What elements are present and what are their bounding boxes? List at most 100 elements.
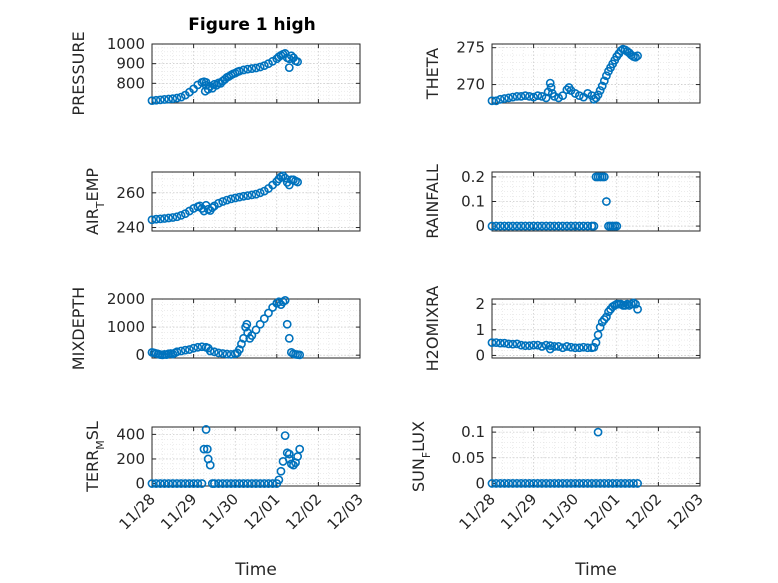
- data-point: [487, 221, 497, 231]
- data-point: [239, 479, 248, 488]
- data-point: [168, 213, 178, 222]
- data-point: [570, 343, 580, 353]
- axes-box: [491, 171, 701, 232]
- data-point: [234, 192, 244, 202]
- x-tick-label: 11/28: [116, 490, 159, 533]
- data-point: [591, 479, 601, 488]
- data-point: [282, 319, 292, 329]
- data-point: [176, 92, 186, 102]
- data-point: [205, 346, 215, 356]
- data-point: [602, 312, 611, 322]
- data-point: [230, 479, 240, 488]
- data-point: [533, 479, 543, 488]
- data-point: [209, 347, 219, 357]
- data-point: [284, 63, 294, 72]
- axes-box: [151, 43, 361, 104]
- y-tick-label: 0: [135, 346, 145, 364]
- data-point: [189, 343, 198, 353]
- y-tick-label: 200: [116, 450, 145, 468]
- plot-area: [151, 426, 361, 487]
- data-point: [587, 479, 597, 488]
- data-point: [562, 221, 572, 231]
- data-point: [495, 94, 505, 104]
- data-point: [631, 299, 640, 309]
- data-point: [247, 190, 257, 200]
- subplot-mixdepth: 0 1000 2000 MIXDEPTH: [69, 287, 361, 370]
- axes-box: [151, 298, 361, 359]
- data-point: [508, 339, 518, 349]
- y-tick-label: 2000: [107, 290, 145, 308]
- data-point: [243, 479, 253, 488]
- data-point: [147, 215, 157, 225]
- y-tick-label: 0.1: [461, 193, 485, 211]
- y-tick-label: 0: [475, 346, 485, 364]
- data-point: [529, 221, 538, 231]
- x-tick-label: 11/30: [199, 490, 242, 533]
- subplot-air_temp: 240 260 AIRTEMP: [83, 168, 361, 237]
- data-point: [629, 479, 638, 488]
- data-point: [558, 91, 568, 101]
- data-point: [251, 63, 261, 73]
- data-point: [537, 221, 547, 231]
- data-point: [168, 94, 178, 104]
- data-point: [537, 91, 547, 101]
- y-tick-label: 2: [475, 295, 485, 313]
- data-point: [525, 341, 534, 351]
- data-point: [284, 449, 294, 459]
- subplot-terr_msl: 0 200 400 TERRMSL 11/2811/2911/3012/0112/021…: [83, 421, 367, 580]
- data-point: [599, 76, 609, 86]
- data-point: [550, 479, 559, 488]
- data-point: [491, 221, 501, 231]
- data-point: [234, 66, 244, 76]
- data-point: [155, 214, 165, 224]
- data-point: [160, 95, 169, 104]
- data-point: [516, 91, 526, 101]
- data-point: [554, 342, 563, 351]
- data-point: [197, 479, 207, 488]
- data-point: [583, 479, 593, 488]
- data-point: [579, 221, 588, 231]
- x-tick-label: 11/30: [539, 490, 582, 533]
- data-point: [545, 479, 555, 488]
- y-axis-label: SUNFLUX: [409, 421, 433, 492]
- y-tick-label: 1000: [107, 318, 145, 336]
- data-point: [201, 77, 211, 87]
- data-point: [268, 479, 278, 488]
- data-point: [633, 51, 642, 61]
- data-point: [525, 221, 534, 231]
- y-axis-label: AIRTEMP: [83, 168, 107, 235]
- data-point: [242, 319, 252, 329]
- data-point: [633, 304, 642, 314]
- data-point: [599, 172, 609, 182]
- data-point: [193, 479, 203, 488]
- data-point: [533, 91, 543, 101]
- data-point: [155, 95, 165, 105]
- data-point: [284, 333, 294, 343]
- data-point: [155, 479, 165, 488]
- data-point: [201, 425, 211, 434]
- data-point: [589, 342, 599, 352]
- y-tick-label: 0: [135, 475, 145, 493]
- data-point: [574, 343, 584, 353]
- y-tick-label: 260: [116, 184, 145, 202]
- data-point: [583, 221, 593, 231]
- data-point: [593, 427, 603, 437]
- data-point: [259, 314, 269, 324]
- data-point: [550, 221, 559, 231]
- data-point: [566, 221, 576, 231]
- y-tick-label: 800: [116, 74, 145, 92]
- data-point: [160, 214, 169, 223]
- data-point: [218, 197, 228, 206]
- data-point: [222, 195, 232, 205]
- data-point: [558, 343, 568, 353]
- data-point: [226, 194, 236, 204]
- data-point: [280, 296, 290, 305]
- data-point: [583, 343, 593, 353]
- x-axis-label: Time: [574, 560, 617, 580]
- data-point: [176, 479, 186, 488]
- data-point: [295, 444, 305, 454]
- data-point: [255, 188, 265, 198]
- data-point: [508, 479, 518, 488]
